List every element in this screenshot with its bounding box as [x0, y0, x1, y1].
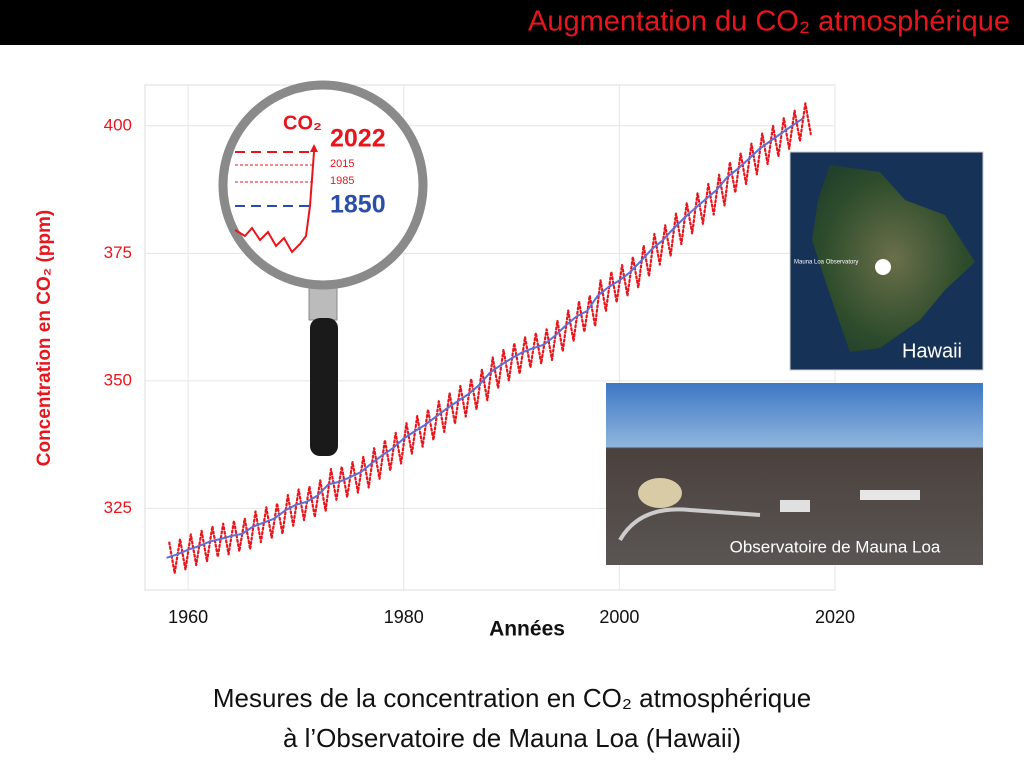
- x-tick-label: 1960: [168, 607, 208, 627]
- x-tick-label: 1980: [384, 607, 424, 627]
- magnifier-lens: [218, 80, 428, 290]
- arrow-head: [310, 144, 318, 152]
- caption-line: Mesures de la concentration en CO₂ atmos…: [213, 683, 811, 713]
- year-label: 2015: [330, 158, 354, 170]
- trend-line: [166, 117, 804, 559]
- map-inset: Mauna Loa Observatory Hawaii: [789, 151, 984, 371]
- y-axis-label: Concentration en CO₂ (ppm): [34, 210, 55, 467]
- y-tick-label: 325: [104, 498, 132, 517]
- building: [860, 490, 920, 500]
- year-label: 1850: [330, 191, 386, 219]
- map-marker-label: Mauna Loa Observatory: [794, 260, 858, 266]
- building: [780, 500, 810, 512]
- x-tick-label: 2020: [815, 607, 855, 627]
- observatory-marker: [875, 259, 891, 275]
- photo-image: [606, 383, 983, 565]
- dome: [638, 478, 682, 508]
- x-tick-label: 2000: [599, 607, 639, 627]
- caption-line: à l’Observatoire de Mauna Loa (Hawaii): [283, 723, 741, 753]
- photo-label: Observatoire de Mauna Loa: [730, 537, 941, 556]
- slide-title: Augmentation du CO₂ atmosphérique: [528, 6, 1010, 38]
- magnifier: CO₂ 2022 2015 1985 1850: [218, 80, 428, 456]
- y-tick-label: 350: [104, 370, 132, 389]
- magnifier-curve: [234, 151, 315, 254]
- road: [618, 507, 761, 542]
- year-label: 1985: [330, 175, 354, 187]
- photo-inset: Observatoire de Mauna Loa: [606, 383, 983, 565]
- y-tick-label: 400: [104, 115, 132, 134]
- x-axis-label: Années: [489, 618, 565, 641]
- y-tick-label: 375: [104, 243, 132, 262]
- magnifier-handle: [310, 318, 338, 456]
- year-label: 2022: [330, 125, 386, 153]
- island: [812, 165, 975, 352]
- title-bar: [0, 0, 1024, 45]
- map-label: Hawaii: [902, 340, 962, 362]
- monthly-line: [168, 102, 812, 575]
- magnifier-co2: CO₂: [283, 112, 322, 134]
